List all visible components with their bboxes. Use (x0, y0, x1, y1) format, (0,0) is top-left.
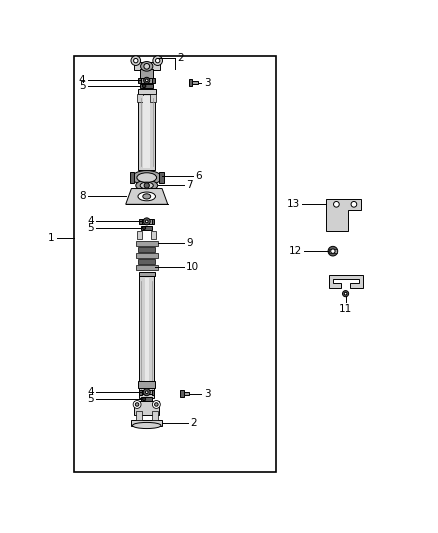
Bar (130, 172, 134, 183)
Text: 3: 3 (204, 389, 210, 399)
Ellipse shape (144, 183, 149, 188)
Bar (180, 390, 184, 398)
Bar (139, 276, 154, 398)
Text: 6: 6 (195, 171, 201, 181)
Ellipse shape (140, 182, 153, 189)
Bar (134, 62, 160, 70)
Text: 5: 5 (88, 394, 94, 404)
Bar (140, 78, 153, 83)
Text: 13: 13 (287, 199, 300, 209)
Text: 3: 3 (204, 77, 210, 87)
Text: 1: 1 (48, 233, 55, 243)
Text: 9: 9 (186, 238, 193, 248)
Ellipse shape (155, 403, 158, 406)
Text: 5: 5 (88, 223, 94, 233)
Ellipse shape (137, 173, 157, 182)
Bar (151, 231, 156, 239)
Bar (152, 219, 154, 224)
Ellipse shape (131, 56, 141, 66)
Bar (141, 219, 153, 223)
Ellipse shape (145, 391, 148, 393)
Bar (136, 241, 158, 246)
Bar (152, 77, 155, 83)
Bar (140, 69, 153, 78)
Bar (192, 81, 198, 84)
Ellipse shape (155, 59, 160, 63)
Ellipse shape (334, 201, 339, 207)
Bar (137, 94, 143, 102)
Text: 5: 5 (79, 81, 85, 91)
Bar (152, 411, 158, 420)
Text: 2: 2 (191, 418, 197, 428)
Bar (138, 93, 155, 170)
Bar (138, 259, 155, 264)
Text: 4: 4 (88, 387, 94, 397)
Bar (138, 381, 155, 388)
Bar (136, 411, 142, 420)
Ellipse shape (142, 85, 146, 87)
Ellipse shape (143, 218, 150, 225)
Bar (138, 247, 155, 252)
Ellipse shape (144, 77, 150, 84)
Polygon shape (126, 189, 168, 204)
Bar (141, 226, 152, 230)
Ellipse shape (133, 400, 141, 408)
Bar (137, 231, 142, 239)
Text: 11: 11 (339, 304, 352, 314)
Bar (139, 219, 142, 224)
Bar (74, 56, 276, 472)
Ellipse shape (331, 249, 335, 253)
Bar (136, 265, 158, 270)
Ellipse shape (145, 220, 148, 223)
Bar (138, 88, 156, 94)
Text: 4: 4 (88, 216, 94, 227)
Ellipse shape (141, 61, 153, 71)
Ellipse shape (145, 79, 148, 82)
Bar (140, 84, 153, 88)
Bar (141, 398, 152, 401)
Polygon shape (328, 275, 363, 288)
Ellipse shape (143, 398, 145, 401)
Ellipse shape (143, 227, 145, 230)
Bar (151, 94, 156, 102)
Bar (139, 272, 155, 276)
Bar (189, 78, 192, 86)
Text: 4: 4 (79, 75, 85, 85)
Text: 12: 12 (289, 246, 302, 256)
Polygon shape (326, 199, 361, 231)
Ellipse shape (132, 171, 162, 184)
Ellipse shape (152, 400, 160, 408)
Ellipse shape (328, 246, 338, 256)
Ellipse shape (136, 180, 158, 191)
Bar (131, 420, 162, 426)
Bar (141, 390, 153, 394)
Ellipse shape (134, 59, 138, 63)
Ellipse shape (153, 56, 162, 66)
Ellipse shape (138, 192, 155, 201)
Bar (184, 392, 189, 395)
Text: 7: 7 (186, 181, 193, 190)
Ellipse shape (144, 63, 150, 69)
Bar (138, 77, 141, 83)
Bar (139, 390, 142, 395)
Ellipse shape (132, 423, 161, 429)
Text: 8: 8 (79, 191, 85, 201)
Ellipse shape (143, 389, 150, 395)
Bar (145, 278, 149, 395)
Bar (136, 253, 158, 258)
Bar (329, 249, 337, 253)
Text: 2: 2 (177, 53, 184, 63)
Ellipse shape (344, 292, 347, 295)
Ellipse shape (351, 201, 357, 207)
Ellipse shape (143, 194, 151, 199)
Bar (134, 401, 159, 415)
Bar (143, 96, 150, 168)
Bar (152, 390, 154, 395)
Text: 10: 10 (186, 262, 199, 272)
Ellipse shape (343, 290, 349, 297)
Ellipse shape (135, 403, 139, 406)
Bar (159, 172, 164, 183)
